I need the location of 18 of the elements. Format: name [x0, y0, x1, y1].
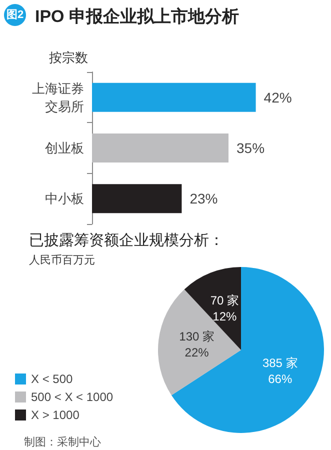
data-label: 70 家 12% [210, 294, 240, 324]
data-label: 23% [190, 190, 218, 207]
chart-subtitle: 人民币百万元 [29, 254, 95, 266]
legend-label: X > 1000 [31, 408, 80, 422]
y-tick-label: 上海证券交易所 [32, 80, 84, 114]
chart-subtitle: 按宗数 [49, 50, 88, 65]
caption: 图2 [6, 9, 24, 21]
data-label: 130 家 22% [179, 330, 215, 360]
data-label: 42% [264, 89, 292, 106]
data-label: 35% [236, 140, 265, 156]
chart-title: IPO 申报企业拟上市地分析 [35, 7, 240, 26]
y-tick-label: 中小板 [45, 191, 84, 206]
chart-title: 已披露筹资额企业规模分析： [29, 232, 224, 249]
y-tick-label: 创业板 [45, 140, 84, 156]
legend-label: X < 500 [31, 372, 74, 386]
text: 制图：采制中心 [24, 436, 101, 448]
legend-label: 500 < X < 1000 [31, 390, 114, 404]
data-label: 385 家 66% [262, 356, 298, 386]
